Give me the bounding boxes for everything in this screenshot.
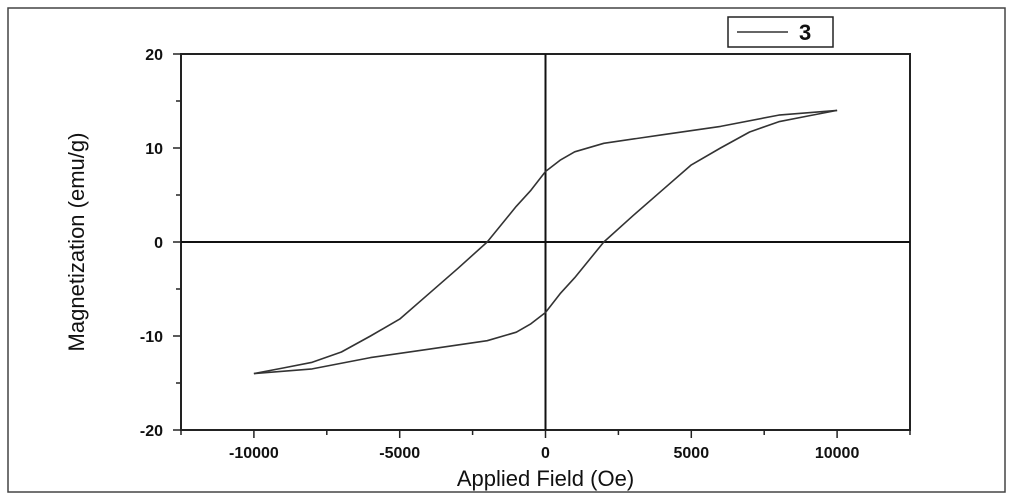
legend-label: 3 xyxy=(799,20,811,45)
legend: 3 xyxy=(727,16,834,48)
series-3-ascending-branch xyxy=(253,109,838,375)
tick-marks xyxy=(173,53,911,438)
y-tick-label: 20 xyxy=(145,47,163,64)
figure-frame xyxy=(7,7,1006,493)
y-tick-label: -20 xyxy=(140,423,163,440)
y-tick-label: 0 xyxy=(154,235,163,252)
series-layer xyxy=(253,109,838,375)
x-tick-label: -10000 xyxy=(229,445,279,462)
tick-labels: -10000 -5000 0 5000 10000 -20 -10 0 10 20 xyxy=(140,47,860,462)
series-3-descending-branch xyxy=(253,109,838,375)
x-tick-label: 5000 xyxy=(674,445,710,462)
y-tick-label: -10 xyxy=(140,329,163,346)
y-axis-title: Magnetization (emu/g) xyxy=(64,133,89,352)
x-axis-title: Applied Field (Oe) xyxy=(457,466,634,491)
x-tick-label: 10000 xyxy=(815,445,860,462)
x-tick-label: 0 xyxy=(541,445,550,462)
x-tick-label: -5000 xyxy=(379,445,420,462)
y-tick-label: 10 xyxy=(145,141,163,158)
